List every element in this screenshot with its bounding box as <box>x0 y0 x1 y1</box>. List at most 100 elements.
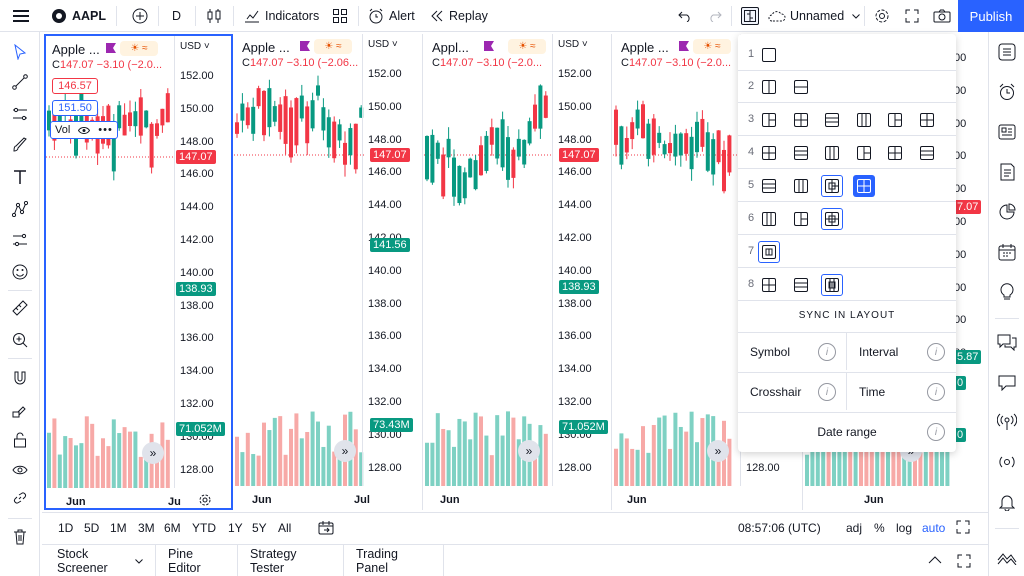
link-icon[interactable] <box>8 486 32 510</box>
brush-icon[interactable] <box>8 133 32 157</box>
scroll-right-icon[interactable]: » <box>518 440 540 462</box>
trend-widget-icon[interactable] <box>995 546 1019 570</box>
notes-icon[interactable] <box>995 160 1019 184</box>
alarm-clock-icon[interactable] <box>995 80 1019 104</box>
timeframe-button[interactable]: 6M <box>164 521 181 535</box>
layout-option-icon[interactable] <box>758 44 780 66</box>
chart-pane-1[interactable]: Apple ... ☀ ≈ C147.07 −3.10 (−2.0... 146… <box>44 34 233 510</box>
notifications-bell-icon[interactable] <box>995 490 1019 514</box>
layout-option-icon[interactable] <box>758 142 780 164</box>
lock-pencil-icon[interactable] <box>8 398 32 422</box>
chevron-down-icon[interactable] <box>135 558 143 564</box>
sync-symbol-toggle[interactable]: Symbol i <box>738 332 847 370</box>
go-to-date-icon[interactable] <box>318 520 334 536</box>
chats-icon[interactable] <box>995 330 1019 354</box>
timeframe-button[interactable]: YTD <box>192 521 216 535</box>
flag-icon[interactable] <box>679 41 689 51</box>
currency-dropdown[interactable]: USD ˅ <box>368 39 398 50</box>
layout-option-icon[interactable] <box>790 274 812 296</box>
watchlist-icon[interactable] <box>995 40 1019 64</box>
text-tool-icon[interactable] <box>8 165 32 189</box>
layout-option-icon[interactable] <box>821 208 843 230</box>
info-icon[interactable]: i <box>818 383 836 401</box>
lightbulb-icon[interactable] <box>995 280 1019 304</box>
alert-button[interactable]: Alert <box>368 0 415 32</box>
log-toggle[interactable]: log <box>896 521 913 535</box>
chart-pane-3[interactable]: Appl... ☀ ≈ C147.07 −3.10 (−2.0... USD ˅… <box>424 34 612 510</box>
layout-option-icon[interactable] <box>884 109 906 131</box>
cursor-arrow-icon[interactable] <box>8 40 32 64</box>
scroll-right-icon[interactable]: » <box>707 440 729 462</box>
menu-icon[interactable] <box>10 0 32 32</box>
timeframe-button[interactable]: 5Y <box>252 521 267 535</box>
sync-crosshair-toggle[interactable]: Crosshair i <box>738 372 847 410</box>
flag-icon[interactable] <box>106 43 116 53</box>
symbol-search[interactable]: AAPL <box>52 0 106 32</box>
chart-plot[interactable] <box>424 34 552 486</box>
currency-dropdown[interactable]: USD ˅ <box>180 41 210 52</box>
tab-pine-editor[interactable]: Pine Editor <box>156 545 238 576</box>
templates-grid-icon[interactable] <box>331 0 349 32</box>
adjust-toggle[interactable]: adj <box>846 521 863 535</box>
ideas-stream-icon[interactable] <box>995 370 1019 394</box>
lock-icon[interactable] <box>8 428 32 452</box>
pattern-icon[interactable] <box>8 197 32 221</box>
redo-icon[interactable] <box>707 0 723 32</box>
layout-option-icon[interactable] <box>916 109 938 131</box>
broadcast-icon[interactable] <box>995 410 1019 434</box>
scroll-right-icon[interactable]: » <box>142 442 164 464</box>
layout-option-icon[interactable] <box>758 175 780 197</box>
layout-option-icon[interactable] <box>758 274 780 296</box>
compare-add-icon[interactable] <box>130 0 150 32</box>
timeframe-button[interactable]: 5D <box>84 521 100 535</box>
camera-snapshot-icon[interactable] <box>933 0 951 32</box>
timeframe-button[interactable]: 3M <box>138 521 155 535</box>
publish-button[interactable]: Publish <box>958 0 1024 32</box>
flag-icon[interactable] <box>300 41 310 51</box>
timeframe-button[interactable]: All <box>278 521 292 535</box>
clock-timezone[interactable]: 08:57:06 (UTC) <box>738 521 821 535</box>
maximize-panel-icon[interactable] <box>957 554 971 568</box>
layout-option-icon[interactable] <box>758 241 780 263</box>
zoom-in-icon[interactable] <box>8 328 32 352</box>
layout-option-icon[interactable] <box>758 76 780 98</box>
layout-option-icon[interactable] <box>916 142 938 164</box>
info-icon[interactable]: i <box>927 383 945 401</box>
scroll-right-icon[interactable]: » <box>334 440 356 462</box>
layout-option-icon[interactable] <box>821 274 843 296</box>
horizontal-lines-icon[interactable] <box>8 102 32 126</box>
currency-dropdown[interactable]: USD ˅ <box>558 39 588 50</box>
info-icon[interactable]: i <box>927 343 945 361</box>
tab-trading-panel[interactable]: Trading Panel <box>344 545 444 576</box>
sync-time-toggle[interactable]: Time i <box>847 372 956 410</box>
tab-strategy-tester[interactable]: Strategy Tester <box>238 545 344 576</box>
layout-option-icon[interactable] <box>884 142 906 164</box>
layout-option-icon[interactable] <box>821 142 843 164</box>
calendar-icon[interactable] <box>995 240 1019 264</box>
forecasting-icon[interactable] <box>8 228 32 252</box>
tab-stock-screener[interactable]: Stock Screener <box>42 545 156 576</box>
interval-button[interactable]: D <box>172 9 182 23</box>
info-icon[interactable]: i <box>818 343 836 361</box>
timeframe-button[interactable]: 1D <box>58 521 74 535</box>
price-line-label[interactable]: 146.57 <box>52 78 98 94</box>
layout-option-icon[interactable] <box>758 109 780 131</box>
undo-icon[interactable] <box>677 0 693 32</box>
price-line-label[interactable]: 151.50 <box>52 100 98 116</box>
fullscreen-icon[interactable] <box>904 0 920 32</box>
settings-gear-icon[interactable] <box>873 0 891 32</box>
ruler-icon[interactable] <box>8 296 32 320</box>
candles-chart-type-icon[interactable] <box>205 0 223 32</box>
sync-interval-toggle[interactable]: Interval i <box>847 332 956 370</box>
volume-legend[interactable]: Vol ••• <box>50 121 118 139</box>
layout-option-icon[interactable] <box>790 175 812 197</box>
layout-select-icon[interactable] <box>740 0 760 32</box>
magnet-icon[interactable] <box>8 366 32 390</box>
chevron-up-icon[interactable] <box>928 556 942 564</box>
indicators-button[interactable]: Indicators <box>244 0 319 32</box>
layout-option-icon[interactable] <box>790 76 812 98</box>
fullscreen-icon[interactable] <box>956 520 970 534</box>
chart-pane-2[interactable]: Apple ... ☀ ≈ C147.07 −3.10 (−2.06... US… <box>234 34 423 510</box>
replay-button[interactable]: Replay <box>430 0 488 32</box>
axis-settings-gear-icon[interactable] <box>198 493 212 507</box>
